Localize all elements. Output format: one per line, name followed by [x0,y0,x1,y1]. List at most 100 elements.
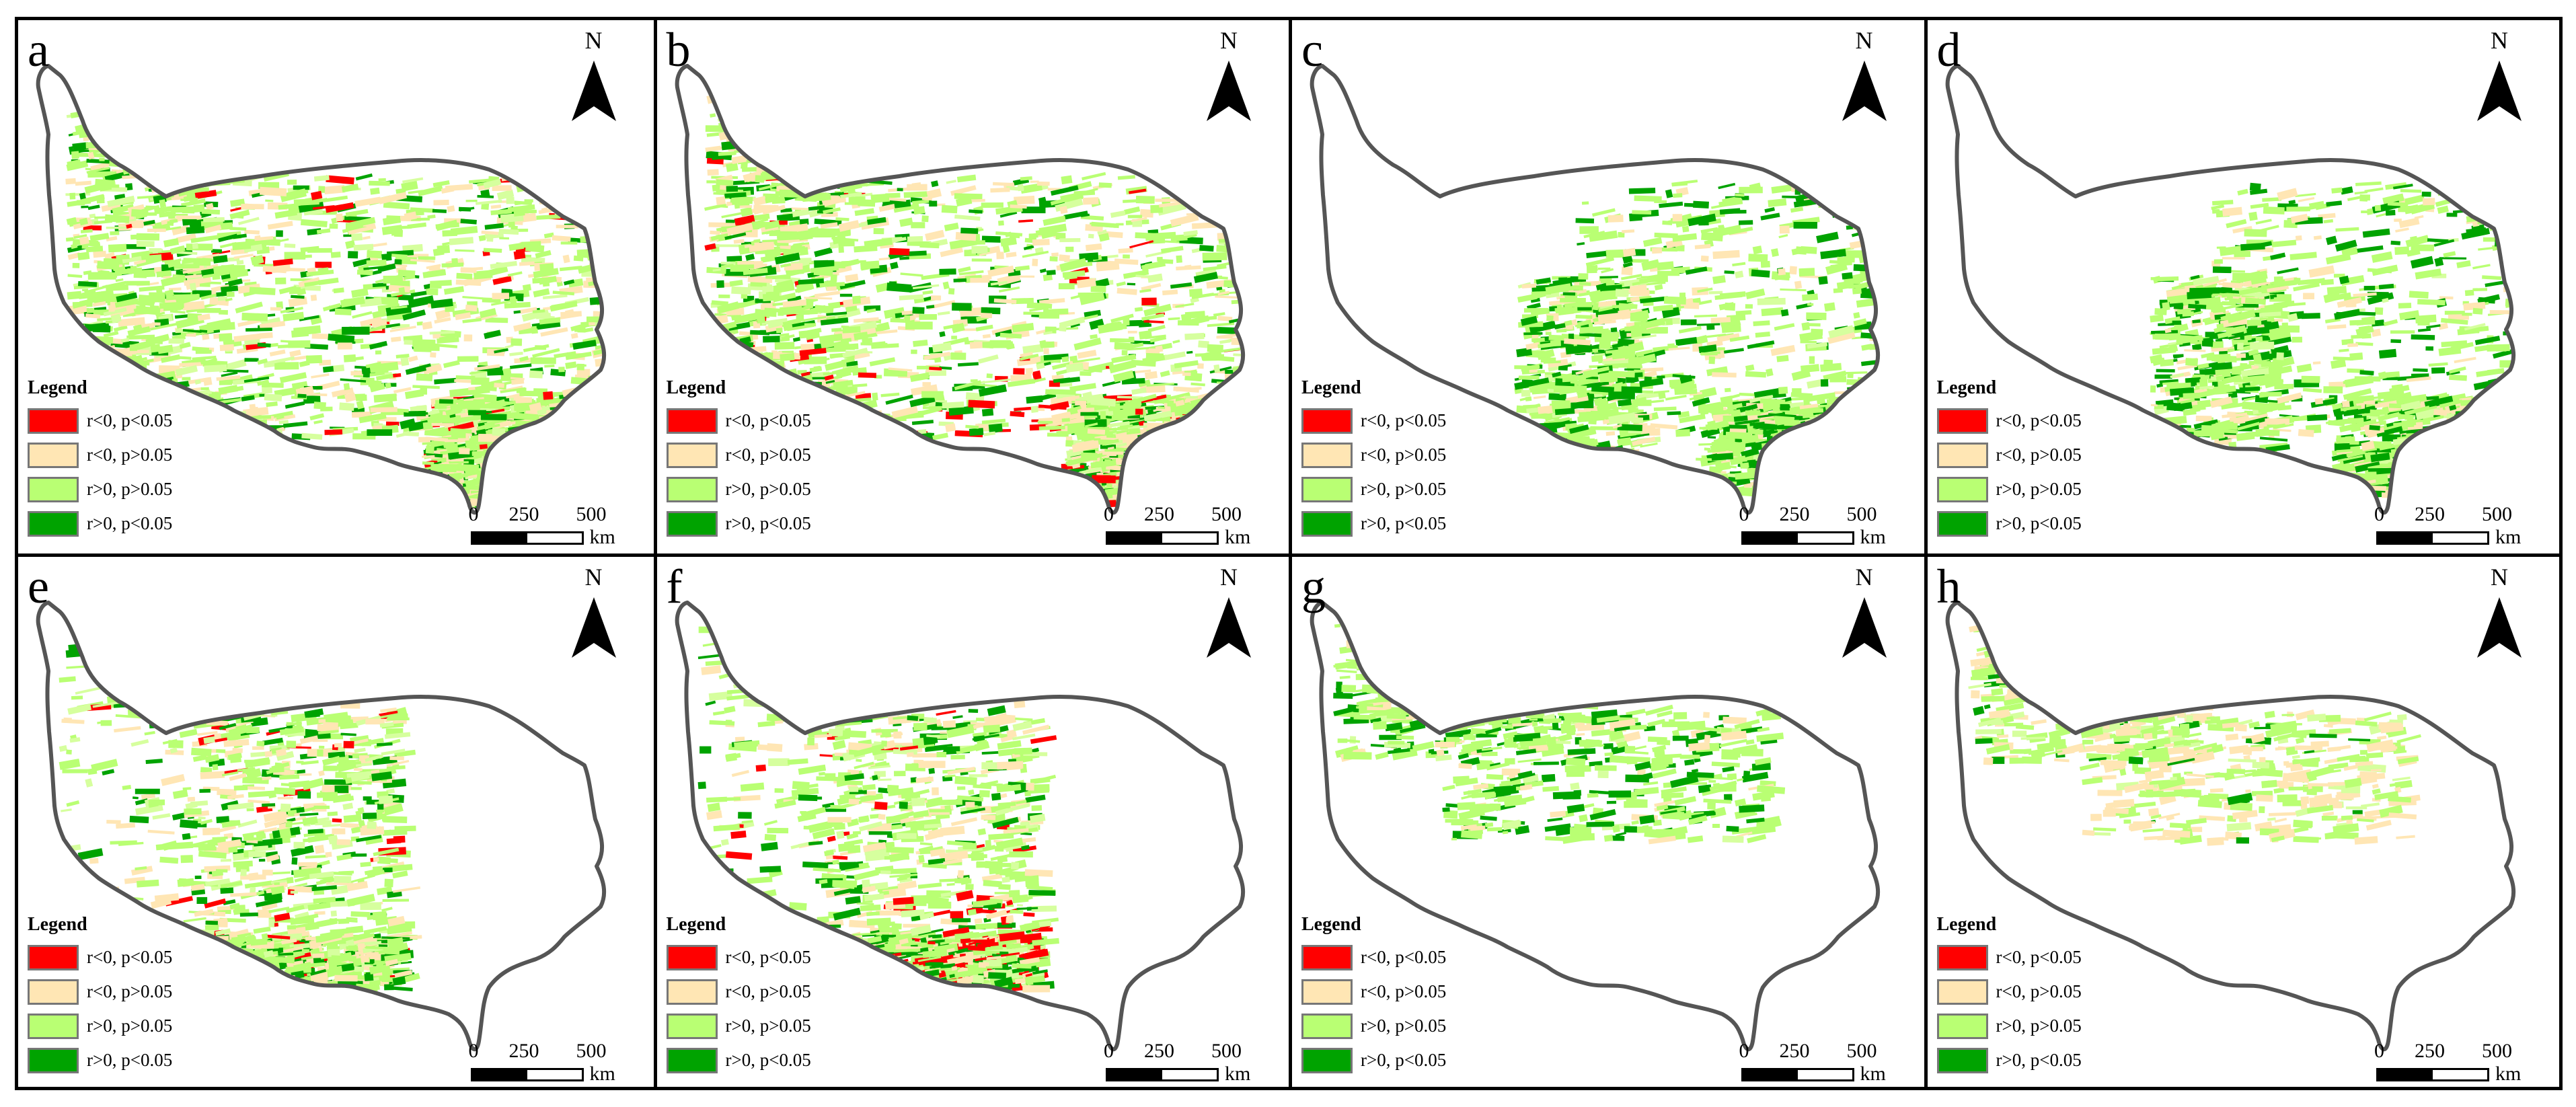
raster-patch [506,496,526,502]
raster-patch [748,125,761,135]
raster-patch [367,429,393,436]
raster-patch [715,179,733,186]
raster-patch [1232,353,1243,357]
raster-patch [821,110,851,123]
raster-patch [1133,467,1149,476]
raster-patch [927,300,956,310]
raster-patch [445,439,468,443]
scale-tick-0: 0 [468,503,479,525]
legend-swatch [28,442,79,468]
raster-patch [219,309,228,315]
raster-patch [576,417,595,426]
raster-patch [326,175,354,185]
raster-patch [811,377,828,380]
raster-patch [504,471,532,482]
raster-patch [118,120,135,128]
raster-patch [1170,282,1192,289]
raster-patch [819,333,843,344]
raster-patch [85,245,104,253]
raster-patch [788,102,812,114]
raster-patch [1220,495,1230,500]
raster-patch [1181,439,1211,449]
raster-patch [545,426,566,432]
raster-patch [72,142,89,151]
raster-patch [433,199,449,206]
raster-patch [837,413,851,423]
raster-patch [447,205,455,213]
raster-patch [556,485,586,500]
raster-patch [116,133,141,140]
raster-patch [1059,258,1087,272]
raster-patch [184,406,192,409]
raster-patch [79,192,87,200]
raster-patch [514,200,533,206]
raster-patch [863,305,880,311]
raster-patch [1219,438,1242,451]
raster-patch [506,196,515,204]
legend-swatch [666,442,718,468]
raster-patch [276,230,283,237]
raster-patch [181,198,206,208]
raster-patch [1168,449,1179,453]
raster-patch [565,492,584,502]
raster-patch [1168,317,1180,321]
raster-patch [571,190,587,196]
raster-patch [1174,303,1194,308]
raster-patch [422,496,440,506]
scale-tick-250: 250 [1144,503,1174,525]
raster-patch [1182,477,1192,483]
raster-patch [832,98,861,102]
raster-patch [778,100,806,113]
raster-patch [591,484,602,488]
raster-patch [1145,475,1158,483]
raster-patch [1061,356,1069,362]
raster-patch [1010,373,1032,381]
raster-patch [817,228,842,233]
raster-patch [372,424,383,430]
raster-patch [870,193,891,199]
raster-patch [860,435,867,441]
raster-patch [749,282,767,287]
raster-patch [1037,420,1053,424]
raster-patch [539,317,561,325]
raster-patch [937,311,950,316]
raster-patch [733,239,745,244]
raster-patch [1190,436,1214,445]
raster-patch [957,362,979,367]
raster-patch [213,433,225,439]
raster-patch [801,357,830,364]
raster-patch [1043,331,1053,335]
raster-patch [774,243,788,246]
raster-patch [552,432,561,438]
raster-patch [1220,193,1228,202]
raster-patch [767,103,777,107]
raster-patch [1145,454,1170,464]
raster-patch [1184,449,1201,459]
raster-patch [807,172,823,182]
raster-patch [555,488,566,492]
raster-patch [375,350,382,355]
raster-patch [578,435,591,439]
raster-patch [591,454,599,459]
raster-patch [562,491,586,495]
raster-patch [981,408,993,417]
raster-patch [122,369,133,375]
raster-patch [279,372,307,383]
raster-patch [221,371,238,377]
raster-patch [100,127,125,136]
raster-patch [1221,396,1243,404]
raster-patch [79,354,107,358]
raster-patch [1179,459,1190,469]
raster-patch [1233,484,1243,494]
raster-patch [1825,262,1848,275]
raster-patch [582,402,598,406]
raster-patch [1201,465,1208,471]
raster-patch [1232,174,1243,184]
raster-patch [1148,480,1164,489]
raster-patch [206,89,221,96]
raster-patch [588,176,605,184]
raster-patch [1012,323,1034,333]
raster-patch [201,333,210,340]
raster-patch [715,196,726,206]
legend-swatch [28,476,79,502]
